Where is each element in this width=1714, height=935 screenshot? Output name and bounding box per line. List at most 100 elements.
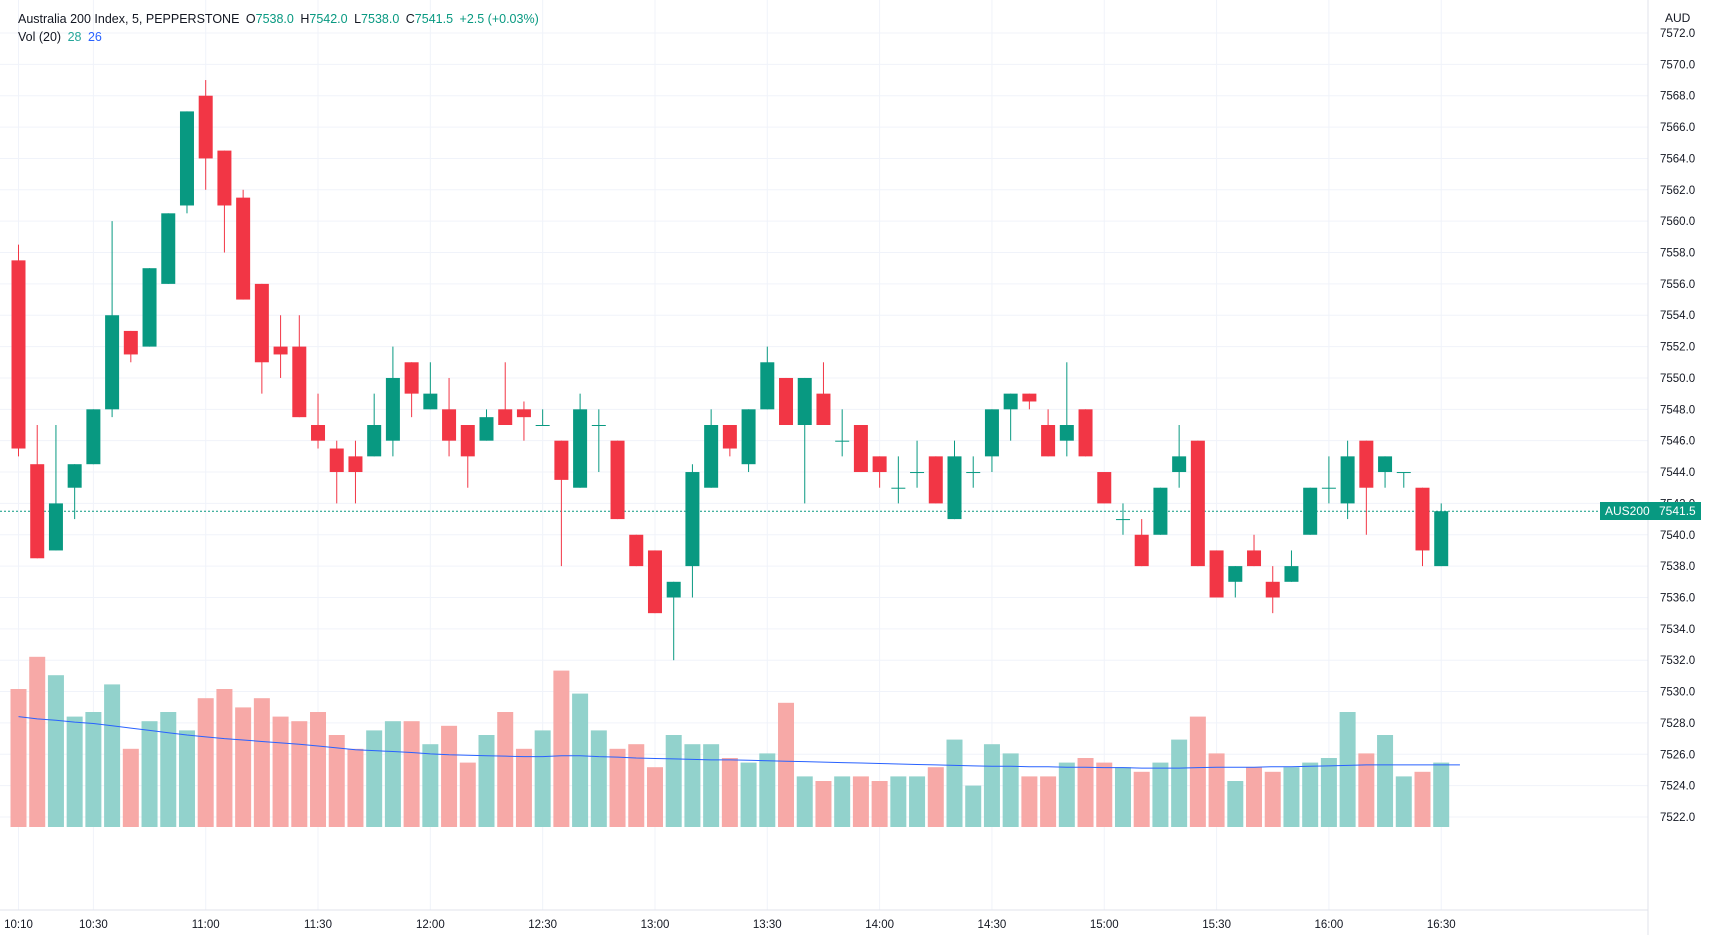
volume-bar	[553, 670, 570, 827]
candle	[947, 440, 962, 520]
candle-body	[1321, 487, 1336, 489]
candle-body	[872, 456, 887, 473]
candle-body	[535, 425, 550, 426]
volume-bar	[1320, 758, 1337, 827]
volume-bar	[347, 748, 364, 827]
price-tick-label: 7522.0	[1660, 812, 1695, 824]
volume-bar	[1133, 771, 1150, 827]
candle	[292, 315, 307, 418]
candle	[704, 409, 719, 488]
open-value: O7538.0	[245, 12, 294, 26]
candle-body	[1340, 456, 1355, 504]
volume-bar	[815, 781, 832, 827]
time-tick-label: 13:00	[641, 919, 670, 931]
candle	[442, 377, 457, 457]
candle	[1209, 550, 1224, 598]
time-tick-label: 12:30	[528, 919, 557, 931]
candle	[86, 409, 101, 465]
price-tick-label: 7560.0	[1660, 216, 1695, 228]
candle-body	[1265, 581, 1280, 598]
price-tick-label: 7562.0	[1660, 185, 1695, 197]
candle-body	[1059, 425, 1074, 441]
candle-body	[1190, 440, 1205, 567]
candle	[1434, 503, 1449, 567]
candle	[105, 221, 120, 418]
candle-body	[1228, 566, 1243, 582]
candle-body	[67, 464, 82, 488]
volume-bar	[1171, 739, 1188, 827]
candle	[835, 409, 850, 457]
candle-body	[1415, 487, 1430, 551]
candle	[30, 425, 45, 559]
candle	[329, 440, 344, 504]
volume-bar	[141, 721, 158, 827]
candle	[984, 409, 999, 473]
volume-bar	[422, 744, 439, 827]
volume-bar	[1302, 762, 1319, 827]
candle	[573, 393, 588, 488]
volume-bar	[890, 776, 907, 827]
time-tick-label: 14:30	[978, 919, 1007, 931]
time-axis[interactable]: 10:10 10:30 11:00 11:30 12:00 12:30 13:00 13:30…	[4, 919, 1456, 931]
candle-body	[348, 456, 363, 473]
candle-body	[479, 417, 494, 441]
volume-bar	[1021, 776, 1038, 827]
candle-body	[217, 150, 232, 206]
candle	[554, 440, 569, 567]
volume-bar	[47, 675, 64, 827]
candle-body	[30, 464, 45, 559]
price-tick-label: 7566.0	[1660, 122, 1695, 134]
time-tick-label: 15:30	[1202, 919, 1231, 931]
candle	[48, 425, 63, 551]
time-tick-label: 15:00	[1090, 919, 1119, 931]
volume-bar	[328, 735, 345, 827]
volume-ma-value: 26	[87, 30, 102, 44]
candle	[348, 440, 363, 504]
price-tick-label: 7548.0	[1660, 404, 1695, 416]
volume-bar	[572, 693, 589, 827]
volume-legend: Vol (20) 28 26	[18, 30, 105, 44]
symbol-title: Australia 200 Index, 5, PEPPERSTONE	[18, 12, 240, 26]
candle	[666, 581, 681, 661]
volume-bar	[965, 785, 982, 827]
candle	[966, 456, 981, 488]
volume-bar	[197, 698, 214, 827]
volume-bar	[1058, 762, 1075, 827]
candle	[872, 456, 887, 488]
candle	[1303, 487, 1318, 535]
candle-body	[947, 456, 962, 520]
candle	[1228, 566, 1243, 598]
volume-bar	[515, 748, 532, 827]
volume-bar	[590, 730, 607, 827]
candle	[67, 464, 82, 520]
candle	[236, 189, 251, 300]
volume-bar	[684, 744, 701, 827]
candle-body	[236, 197, 251, 300]
volume-bar	[160, 712, 177, 827]
candle	[460, 425, 475, 488]
candle	[1415, 487, 1430, 567]
candle	[254, 283, 269, 394]
volume-bar	[497, 712, 514, 827]
candle	[891, 456, 906, 504]
candle	[273, 315, 288, 378]
volume-bar	[534, 730, 551, 827]
volume-bar	[235, 707, 252, 827]
candle	[685, 464, 700, 598]
candle-body	[179, 111, 194, 206]
candle-body	[666, 581, 681, 598]
ohlc-legend: Australia 200 Index, 5, PEPPERSTONE O753…	[18, 12, 542, 26]
price-tick-label: 7534.0	[1660, 624, 1695, 636]
volume-bar	[740, 762, 757, 827]
candle-body	[48, 503, 63, 551]
candle-body	[367, 425, 382, 457]
candle-body	[1359, 440, 1374, 488]
volume-bar	[1002, 753, 1019, 827]
time-tick-label: 14:00	[865, 919, 894, 931]
volume-bar	[104, 684, 121, 827]
price-axis[interactable]: 7522.0 7524.0 7526.0 7528.0 7530.0 7532.0 7534…	[1660, 28, 1695, 824]
volume-bar	[122, 748, 139, 827]
time-tick-label: 10:30	[79, 919, 108, 931]
candle	[1190, 440, 1205, 567]
